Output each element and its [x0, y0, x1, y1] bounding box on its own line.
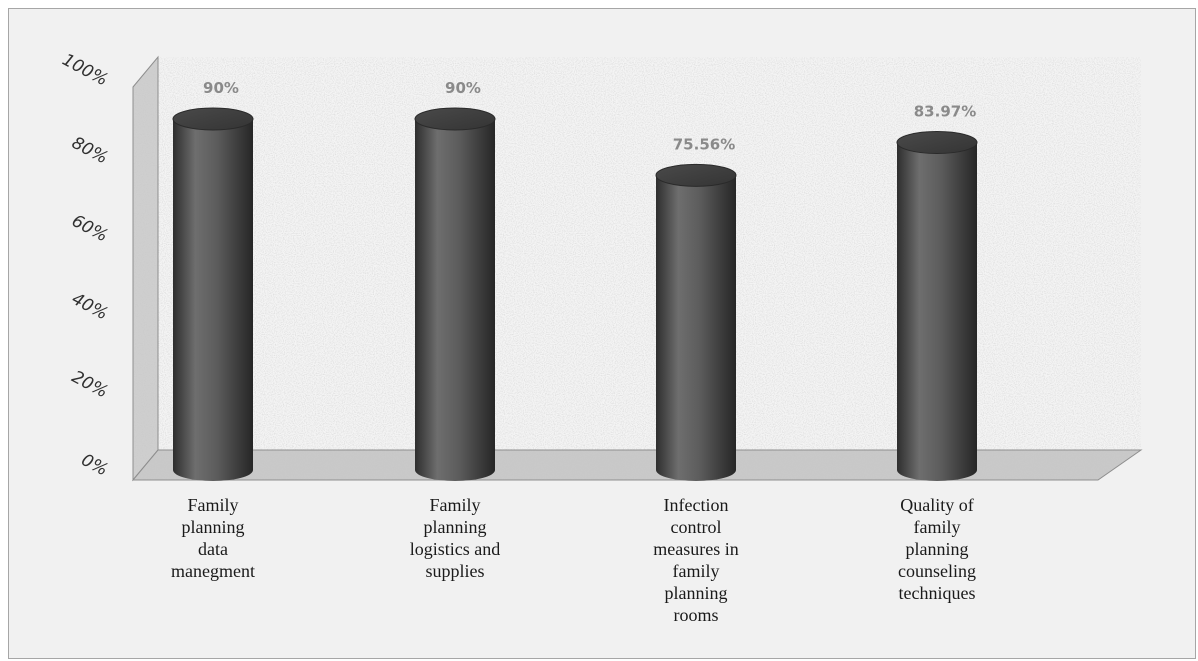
bar: [414, 107, 496, 481]
x-category-label-line: control: [671, 517, 722, 537]
y-tick-label: 0%: [78, 450, 111, 480]
x-category-label-line: counseling: [898, 561, 976, 581]
y-tick-label: 20%: [68, 367, 111, 402]
plot-floor: [131, 449, 1143, 481]
x-category-label-line: logistics and: [410, 539, 501, 559]
x-category-label-line: Family: [429, 495, 480, 515]
x-category-label-line: manegment: [171, 561, 255, 581]
x-category-label-line: supplies: [425, 561, 484, 581]
data-label: 90%: [445, 79, 481, 97]
y-tick-label: 60%: [68, 211, 111, 246]
x-category-label-line: Infection: [664, 495, 729, 515]
data-label: 75.56%: [673, 135, 735, 153]
bar: [172, 107, 254, 481]
x-category-label-line: planning: [182, 517, 245, 537]
x-category-label-line: data: [198, 539, 228, 559]
x-category-label-line: techniques: [899, 583, 976, 603]
x-category-label-line: planning: [665, 583, 728, 603]
y-tick-label: 100%: [59, 50, 111, 90]
x-category-label-line: rooms: [674, 605, 719, 625]
x-category-label-line: measures in: [653, 539, 738, 559]
x-category-label-line: planning: [906, 539, 969, 559]
x-category-label-line: planning: [424, 517, 487, 537]
x-category-label-line: family: [914, 517, 961, 537]
plot-back-wall: [158, 57, 1141, 450]
data-label: 90%: [203, 79, 239, 97]
y-tick-label: 40%: [68, 289, 111, 324]
x-category-label-line: Family: [187, 495, 238, 515]
x-category-label: Quality offamilyplanningcounselingtechni…: [898, 495, 976, 603]
plot-side-wall: [132, 55, 159, 482]
bar: [655, 163, 737, 481]
bar: [896, 131, 978, 481]
data-label: 83.97%: [914, 103, 976, 121]
x-category-label-line: family: [673, 561, 720, 581]
y-tick-label: 80%: [68, 133, 111, 168]
x-category-label-line: Quality of: [900, 495, 974, 515]
